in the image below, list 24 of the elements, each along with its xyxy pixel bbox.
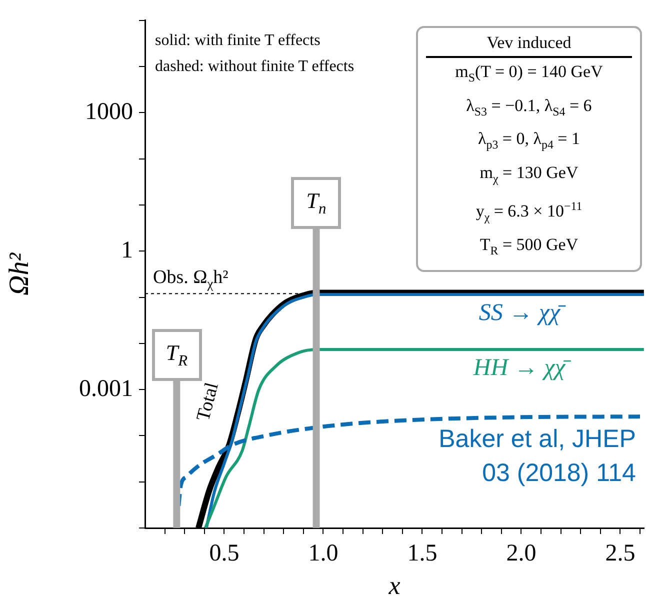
y-tick-label: 1000	[85, 98, 133, 125]
ref-line-label: T$_{n}$	[291, 176, 342, 229]
annotation: T$_{R}$ = 500 GeV	[478, 234, 580, 260]
y-axis-title: Ωh²	[4, 252, 36, 296]
x-tick-label: 2.0	[506, 540, 536, 567]
x-tick-label: 1.5	[407, 540, 438, 567]
x-axis-title: x	[388, 571, 401, 600]
x-tick-label: 1.0	[308, 540, 338, 567]
annotation: λ$_{p3}$ = 0, λ$_{p4}$ = 1	[477, 128, 581, 154]
ref-line-label: T$_{R}$	[152, 328, 202, 382]
annotation: m$_{S}$(T = 0) = 140 GeV	[454, 61, 604, 87]
y-tick-label: 0.001	[79, 376, 133, 402]
x-tick-label: 0.5	[209, 540, 240, 567]
ref-line-label: Obs. Ω$_{χ}$h²	[153, 266, 228, 292]
annotation: λ$_{S3}$ = −0.1, λ$_{S4}$ = 6	[465, 94, 593, 120]
annotation: Baker et al, JHEP 03 (2018) 114	[438, 424, 636, 489]
x-tick-label: 2.5	[605, 540, 636, 567]
annotation: m$_{χ}$ = 130 GeV	[478, 162, 580, 187]
y-tick-label: 1	[121, 237, 133, 264]
annotation: dashed: without finite T effects	[155, 58, 354, 76]
annotation: solid: with finite T effects	[155, 32, 320, 50]
annotation: y$_{χ}$ = 6.3 × 10$^{−11}$	[474, 198, 584, 226]
text: Total	[192, 380, 224, 424]
annotation: Vev induced	[486, 32, 572, 54]
